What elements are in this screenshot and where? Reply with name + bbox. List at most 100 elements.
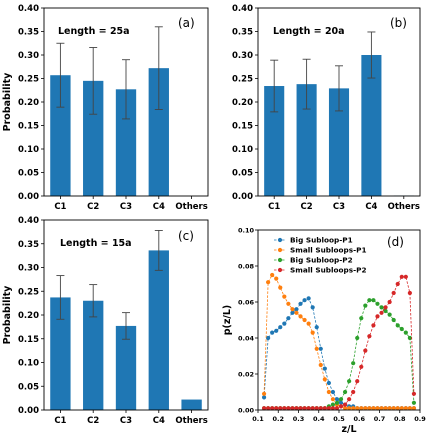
y-tick-label: 0.25 (18, 75, 39, 85)
x-tick-label: C2 (301, 202, 313, 212)
data-point (347, 406, 352, 411)
data-point (274, 276, 279, 281)
x-tick-label: C1 (54, 202, 66, 212)
panel-label: (a) (178, 16, 195, 30)
data-point (318, 346, 323, 351)
data-point (367, 406, 372, 411)
bar-c1 (264, 86, 285, 196)
y-tick-label: 0.00 (18, 192, 39, 202)
data-point (326, 406, 331, 411)
data-point (314, 406, 319, 411)
data-point (399, 326, 404, 332)
series-line (264, 299, 415, 409)
y-tick-label: 0.30 (18, 51, 39, 61)
data-point (379, 310, 384, 315)
y-tick-label: 0.06 (238, 299, 255, 307)
y-tick-label: 0.05 (232, 169, 253, 179)
data-point (318, 362, 323, 368)
bar-c4 (361, 55, 382, 196)
data-point (383, 308, 388, 314)
y-tick-label: 0.15 (18, 335, 39, 345)
data-point (322, 377, 327, 382)
data-point (338, 397, 344, 402)
data-point (363, 348, 368, 353)
data-point (290, 310, 295, 315)
x-axis-label: z/L (341, 424, 356, 435)
data-point (270, 272, 275, 278)
plot-frame (257, 229, 421, 411)
data-point (367, 298, 372, 303)
bar-panel-a: 0.00 0.05 0.10 0.15 0.20 0.25 0.30 0.35 0.40 C1 C2… (2, 4, 209, 212)
data-point (379, 305, 384, 310)
data-point (395, 281, 400, 287)
data-point (371, 406, 376, 411)
x-tick-label: Others (175, 416, 207, 426)
data-point (302, 406, 307, 411)
data-point (282, 406, 287, 411)
data-point (306, 296, 311, 301)
data-point (330, 402, 336, 407)
y-tick-label: 0.10 (232, 145, 253, 155)
data-point (355, 335, 360, 341)
data-point (383, 406, 388, 411)
x-tick-label: C1 (54, 416, 66, 426)
data-point (326, 380, 331, 386)
data-point (286, 316, 291, 321)
data-point (310, 305, 315, 310)
x-tick-label: 0.6 (353, 415, 365, 423)
data-point (330, 406, 336, 411)
bar-c2 (83, 300, 104, 410)
data-point (375, 406, 380, 411)
y-tick-label: 0.25 (232, 75, 253, 85)
plot-frame (257, 7, 421, 197)
y-tick-label: 0.40 (232, 4, 253, 14)
data-point (359, 364, 364, 369)
data-point (359, 316, 364, 321)
bar-panel-b: 0.00 0.05 0.10 0.15 0.20 0.25 0.30 0.35 0.40 C1 C2… (232, 4, 421, 212)
y-tick-label: 0.00 (18, 406, 39, 416)
data-point (290, 406, 295, 411)
data-point (274, 406, 279, 411)
data-point (298, 301, 303, 306)
data-point (261, 391, 267, 396)
x-tick-label: C4 (153, 416, 165, 426)
bar-c2 (296, 84, 317, 196)
length-annotation: Length = 20a (273, 26, 345, 37)
data-point (342, 389, 348, 395)
data-point (314, 346, 319, 351)
x-tick-label: C2 (87, 202, 99, 212)
data-point (270, 330, 275, 335)
x-tick-label: C4 (153, 202, 165, 212)
x-tick-label: C3 (120, 202, 132, 212)
legend-marker (277, 237, 283, 243)
y-tick-label: 0.15 (18, 122, 39, 132)
series-line (263, 274, 414, 409)
length-annotation: Length = 25a (58, 26, 130, 37)
data-point (302, 317, 307, 323)
bar-c1 (50, 75, 71, 196)
data-point (306, 321, 311, 326)
y-tick-label: 0.40 (18, 216, 39, 226)
panel-label: (d) (387, 235, 404, 249)
x-tick-label: 0.2 (272, 415, 284, 423)
y-tick-label: 0.40 (18, 4, 39, 14)
data-point (298, 314, 303, 319)
data-point (334, 406, 340, 411)
data-point (266, 335, 271, 341)
data-point (282, 294, 287, 299)
data-point (403, 274, 408, 279)
y-tick-label: 0.05 (18, 382, 39, 392)
length-annotation: Length = 15a (60, 238, 132, 249)
data-point (318, 406, 323, 411)
series-big-subloop-p1 (261, 296, 417, 411)
legend-label: Small Subloops-P2 (290, 266, 367, 275)
series-small-subloops-p2 (261, 274, 417, 411)
y-tick-label: 0.30 (18, 264, 39, 274)
panel-label: (c) (178, 229, 194, 243)
data-point (351, 361, 356, 366)
x-tick-label: 0.9 (414, 415, 426, 423)
data-point (294, 406, 299, 411)
data-point (347, 397, 352, 402)
